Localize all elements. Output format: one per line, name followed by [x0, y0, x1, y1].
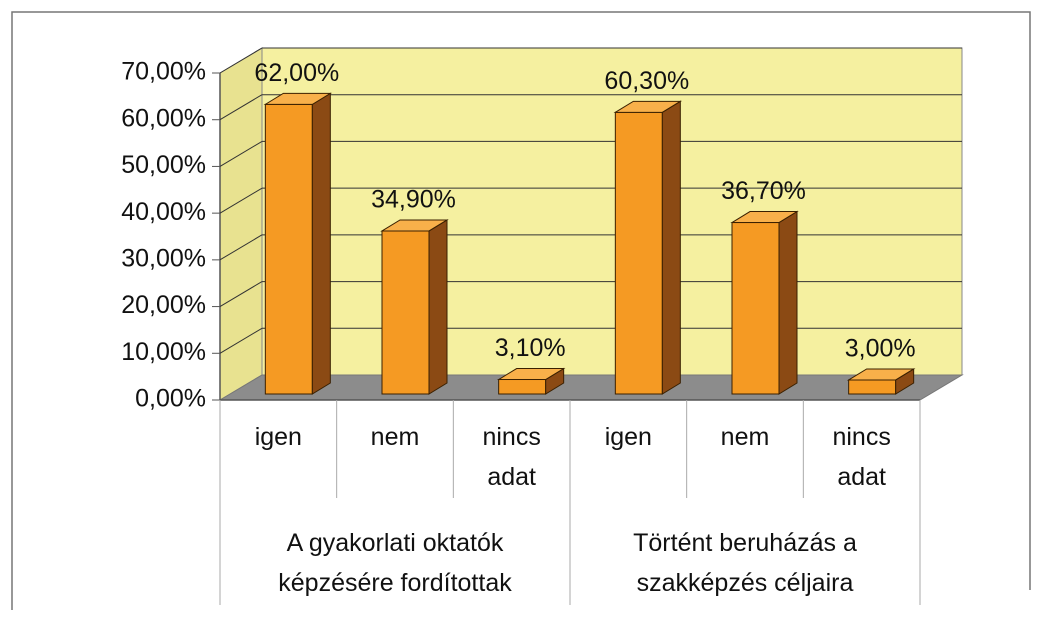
- value-label: 3,10%: [495, 334, 566, 362]
- y-tick-label: 40,00%: [121, 198, 206, 226]
- y-tick-label: 30,00%: [121, 244, 206, 272]
- bar-top: [263, 92, 333, 105]
- value-label: 62,00%: [254, 59, 339, 87]
- y-tick-label: 20,00%: [121, 291, 206, 319]
- y-tick-label: 60,00%: [121, 104, 206, 132]
- x-tick-label: igen: [254, 423, 302, 451]
- y-tick-label: 10,00%: [121, 338, 206, 366]
- x-tick-label: nincs adat: [832, 423, 891, 491]
- x-tick-label: nincs adat: [482, 423, 541, 491]
- grid-line: [219, 187, 263, 214]
- x-tick-label: igen: [604, 423, 652, 451]
- bar-front: [264, 103, 313, 395]
- value-label: 34,90%: [371, 186, 456, 214]
- bar-side: [311, 92, 331, 395]
- bar-front: [848, 379, 897, 395]
- grid-line: [219, 327, 263, 354]
- bar-top: [846, 368, 916, 381]
- group-label: A gyakorlati oktatók képzésére fordított…: [278, 529, 512, 597]
- bar-top: [730, 211, 799, 224]
- bar-front: [614, 111, 663, 395]
- group-label: Történt beruházás a szakképzés céljaira: [633, 529, 857, 597]
- bar-side: [661, 100, 681, 395]
- x-tick-label: nem: [720, 423, 770, 451]
- bar-top: [380, 219, 449, 232]
- bar-side: [778, 210, 798, 395]
- bar-side: [428, 219, 448, 395]
- side-wall: [219, 47, 263, 401]
- bar-top: [496, 368, 566, 381]
- value-label: 36,70%: [721, 177, 806, 205]
- y-tick-label: 70,00%: [121, 58, 206, 86]
- frame-border: [11, 11, 1031, 610]
- bar-front: [731, 222, 780, 395]
- grid-line: [219, 47, 263, 74]
- grid-line: [219, 140, 263, 167]
- value-label: 3,00%: [845, 335, 916, 363]
- y-tick-label: 50,00%: [121, 151, 206, 179]
- y-tick-label: 0,00%: [135, 385, 206, 413]
- grid-line: [219, 94, 263, 121]
- back-wall: [261, 47, 963, 376]
- bar-front: [498, 379, 547, 395]
- x-tick-label: nem: [370, 423, 420, 451]
- bar-top: [613, 100, 683, 113]
- grid-line: [219, 281, 263, 308]
- value-label: 60,30%: [604, 67, 689, 95]
- grid-line: [219, 234, 263, 261]
- bar-front: [381, 230, 430, 395]
